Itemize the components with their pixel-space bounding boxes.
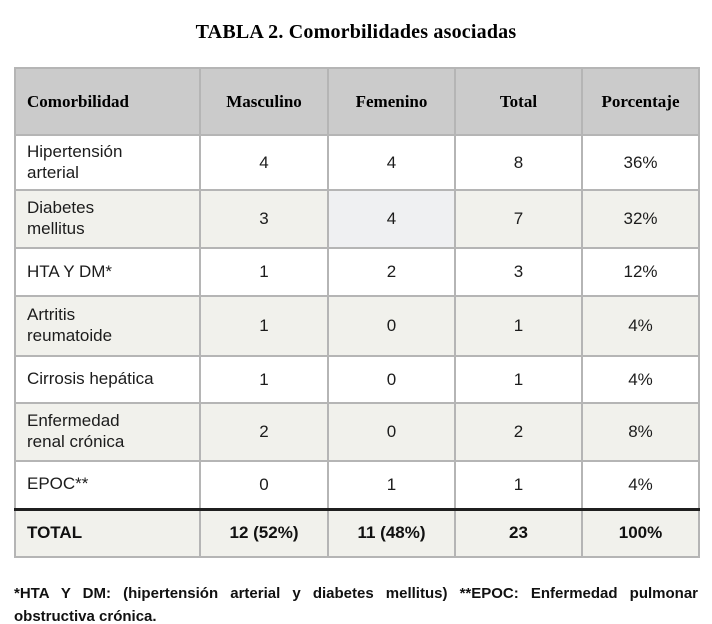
table-row-diabetes: Diabetes mellitus 3 4 7 32% xyxy=(14,189,700,249)
table-row-total: TOTAL 12 (52%) 11 (48%) 23 100% xyxy=(14,507,700,558)
table-row-artritis: Artritis reumatoide 1 0 1 4% xyxy=(14,295,700,357)
header-cell-porcentaje: Porcentaje xyxy=(581,67,700,136)
table-title: TABLA 2. Comorbilidades asociadas xyxy=(195,21,517,43)
total-label: TOTAL xyxy=(14,507,201,558)
header-cell-masculino: Masculino xyxy=(199,67,329,136)
cell-masculino: 0 xyxy=(199,460,329,510)
total-porcentaje: 100% xyxy=(581,507,700,558)
cell-masculino: 3 xyxy=(199,189,329,249)
table-footnote: *HTA Y DM: (hipertensión arterial y diab… xyxy=(14,585,698,624)
cell-porcentaje: 8% xyxy=(581,402,700,462)
cell-femenino: 2 xyxy=(327,247,456,297)
cell-femenino: 4 xyxy=(327,134,456,191)
cell-masculino: 2 xyxy=(199,402,329,462)
comorbidities-table: Comorbilidad Masculino Femenino Total Po… xyxy=(14,67,700,558)
table-row-cirrosis: Cirrosis hepática 1 0 1 4% xyxy=(14,355,700,404)
cell-porcentaje: 36% xyxy=(581,134,700,191)
row-label: EPOC** xyxy=(14,460,201,510)
total-count: 23 xyxy=(454,507,583,558)
table-row-renal: Enfermedad renal crónica 2 0 2 8% xyxy=(14,402,700,462)
cell-femenino: 0 xyxy=(327,402,456,462)
cell-femenino: 0 xyxy=(327,355,456,404)
header-cell-comorbilidad: Comorbilidad xyxy=(14,67,201,136)
table-header: Comorbilidad Masculino Femenino Total Po… xyxy=(14,67,700,136)
row-label: Artritis reumatoide xyxy=(14,295,201,357)
table-row-epoc: EPOC** 0 1 1 4% xyxy=(14,460,700,510)
row-label: Diabetes mellitus xyxy=(14,189,201,249)
cell-porcentaje: 4% xyxy=(581,460,700,510)
header-cell-total: Total xyxy=(454,67,583,136)
cell-total: 1 xyxy=(454,460,583,510)
row-label: Cirrosis hepática xyxy=(14,355,201,404)
cell-porcentaje: 4% xyxy=(581,355,700,404)
cell-femenino: 0 xyxy=(327,295,456,357)
cell-total: 3 xyxy=(454,247,583,297)
cell-femenino: 4 xyxy=(327,189,456,249)
cell-porcentaje: 32% xyxy=(581,189,700,249)
cell-total: 7 xyxy=(454,189,583,249)
cell-masculino: 1 xyxy=(199,247,329,297)
cell-masculino: 1 xyxy=(199,295,329,357)
cell-total: 1 xyxy=(454,295,583,357)
total-masculino: 12 (52%) xyxy=(199,507,329,558)
header-cell-femenino: Femenino xyxy=(327,67,456,136)
cell-total: 1 xyxy=(454,355,583,404)
table-body: Hipertensión arterial 4 4 8 36% Diabetes… xyxy=(14,134,700,558)
cell-total: 2 xyxy=(454,402,583,462)
row-label: Hipertensión arterial xyxy=(14,134,201,191)
cell-porcentaje: 12% xyxy=(581,247,700,297)
cell-porcentaje: 4% xyxy=(581,295,700,357)
table-row-hipertension: Hipertensión arterial 4 4 8 36% xyxy=(14,134,700,191)
total-femenino: 11 (48%) xyxy=(327,507,456,558)
table-row-hta-dm: HTA Y DM* 1 2 3 12% xyxy=(14,247,700,297)
cell-masculino: 4 xyxy=(199,134,329,191)
row-label: Enfermedad renal crónica xyxy=(14,402,201,462)
header-row: Comorbilidad Masculino Femenino Total Po… xyxy=(14,67,700,136)
cell-femenino: 1 xyxy=(327,460,456,510)
cell-masculino: 1 xyxy=(199,355,329,404)
row-label: HTA Y DM* xyxy=(14,247,201,297)
cell-total: 8 xyxy=(454,134,583,191)
